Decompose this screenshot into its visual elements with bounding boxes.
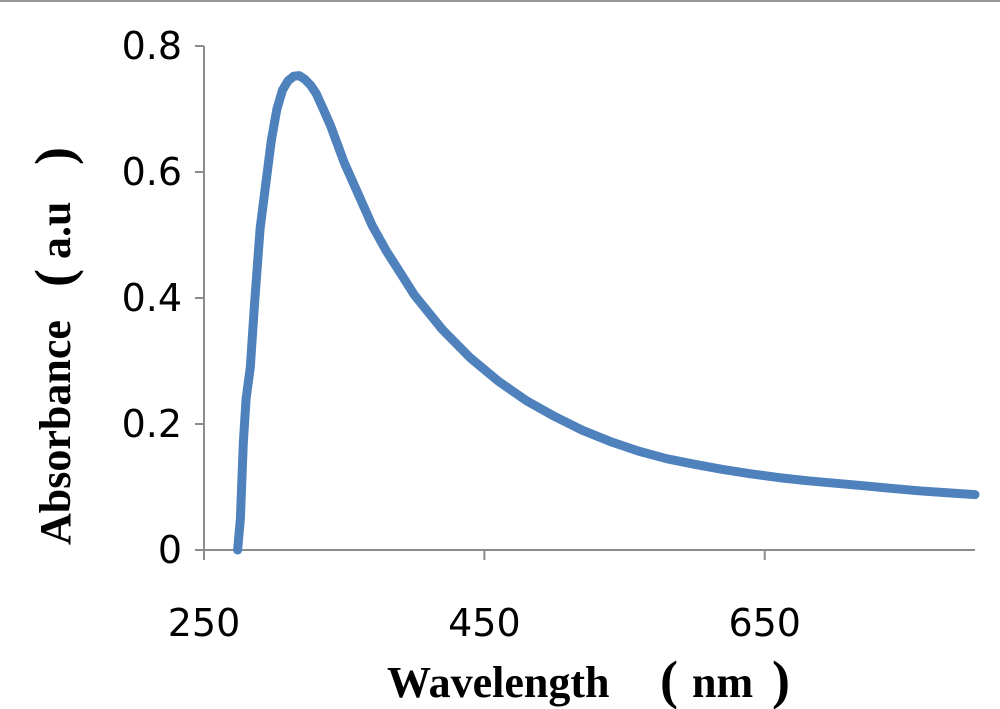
y-axis-unit: a.u bbox=[31, 202, 80, 259]
x-tick-label: 250 bbox=[168, 601, 241, 645]
x-axis-ticks: 250 450 650 bbox=[168, 550, 801, 645]
x-axis-close-paren: ) bbox=[772, 650, 790, 709]
y-tick-label: 0.8 bbox=[122, 24, 182, 68]
x-axis-title: Wavelength ( nm ) bbox=[387, 650, 790, 709]
x-axis-unit: nm bbox=[692, 658, 753, 707]
y-tick-label: 0 bbox=[158, 528, 182, 572]
y-axis-label: Absorbance bbox=[31, 320, 80, 545]
y-tick-label: 0.2 bbox=[122, 402, 182, 446]
y-axis-close-paren: ) bbox=[24, 147, 84, 165]
y-axis-title: Absorbance ( a.u ) bbox=[24, 147, 84, 545]
x-axis-open-paren: ( bbox=[660, 650, 678, 709]
absorbance-series-line bbox=[233, 71, 980, 555]
y-axis-ticks: 0 0.2 0.4 0.6 0.8 bbox=[122, 24, 204, 572]
y-axis-open-paren: ( bbox=[24, 269, 84, 287]
x-axis-label: Wavelength bbox=[387, 658, 609, 707]
y-tick-label: 0.6 bbox=[122, 150, 182, 194]
x-tick-label: 450 bbox=[448, 601, 521, 645]
y-tick-label: 0.4 bbox=[122, 276, 182, 320]
x-tick-label: 650 bbox=[728, 601, 801, 645]
